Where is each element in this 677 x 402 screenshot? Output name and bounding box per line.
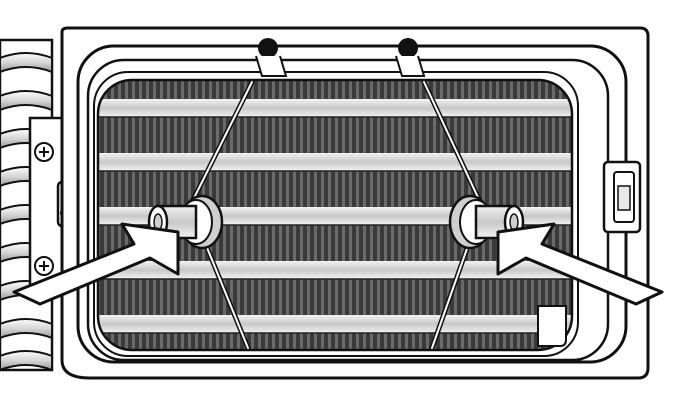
tube (98, 99, 572, 117)
tube (98, 153, 572, 171)
block-arrow-right-up-icon (12, 222, 180, 306)
top-mount-left (255, 38, 288, 77)
roller-band (0, 52, 53, 74)
roller-band (0, 350, 53, 372)
corner-plate (537, 305, 567, 347)
roller-band (0, 318, 53, 340)
roller-band (0, 90, 53, 112)
phillips-screw-icon (34, 142, 54, 162)
phillips-screw-icon (34, 256, 54, 276)
right-latch (602, 160, 642, 234)
left-roller-assembly (0, 38, 74, 372)
top-mount-right (395, 38, 426, 77)
block-arrow-left-up-icon (496, 222, 664, 306)
tube (98, 315, 572, 333)
